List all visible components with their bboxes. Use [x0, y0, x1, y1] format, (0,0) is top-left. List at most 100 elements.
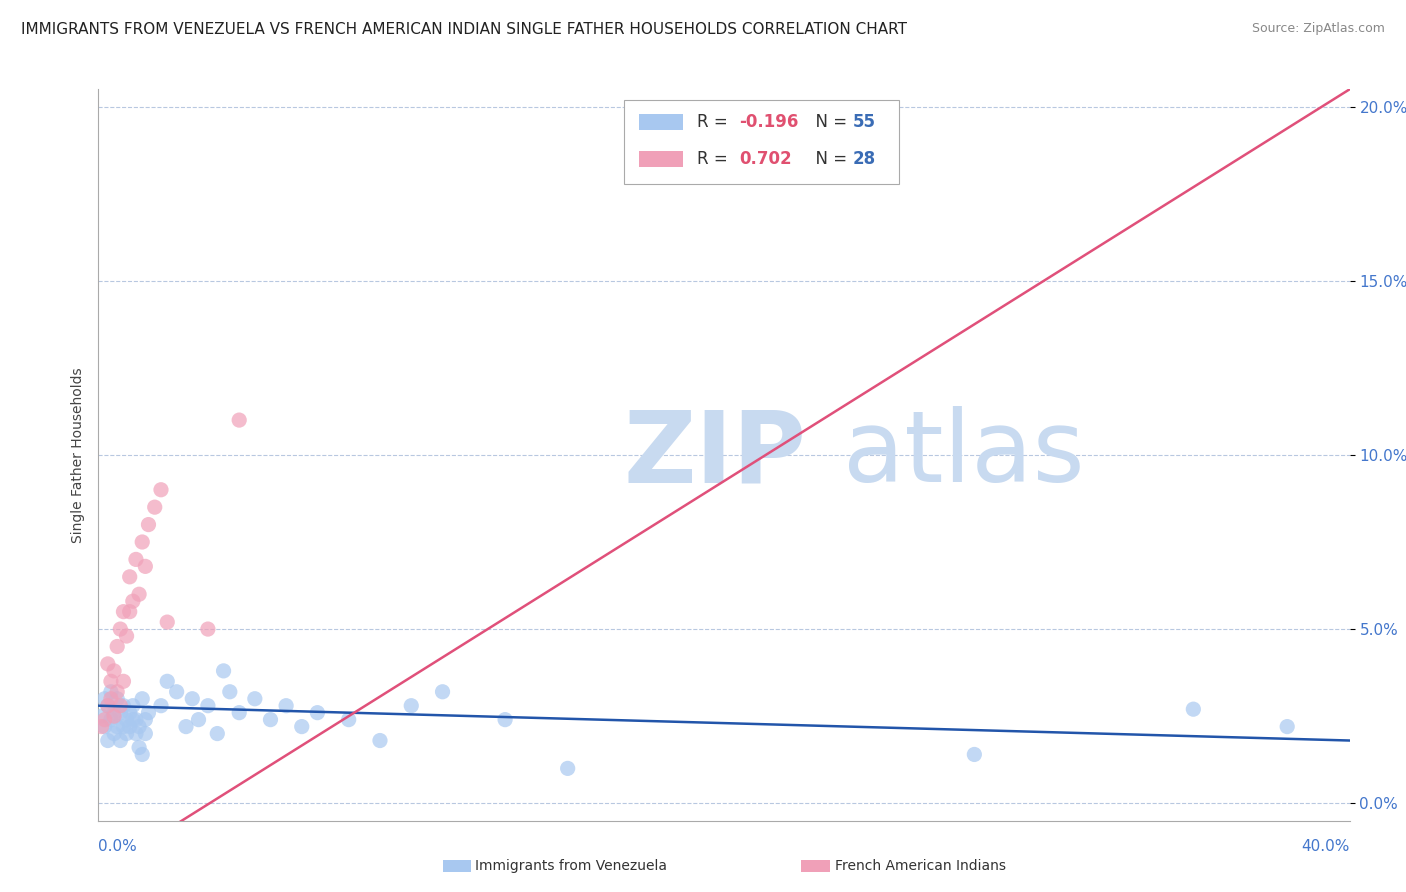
Point	[97, 698, 120, 713]
FancyBboxPatch shape	[638, 151, 683, 167]
Text: 0.0%: 0.0%	[98, 838, 138, 854]
Point	[963, 747, 986, 762]
Point	[181, 691, 204, 706]
Point	[128, 740, 150, 755]
Point	[291, 720, 314, 734]
Point	[228, 706, 250, 720]
Point	[112, 674, 135, 689]
Point	[97, 698, 120, 713]
Point	[103, 664, 125, 678]
Point	[100, 691, 122, 706]
Point	[118, 720, 141, 734]
Point	[197, 698, 219, 713]
Point	[218, 685, 240, 699]
Point	[97, 733, 120, 747]
Text: 40.0%: 40.0%	[1302, 838, 1350, 854]
Point	[143, 500, 166, 515]
Point	[110, 622, 132, 636]
Text: -0.196: -0.196	[740, 113, 799, 131]
Point	[112, 698, 135, 713]
Point	[1182, 702, 1205, 716]
Point	[307, 706, 329, 720]
Point	[90, 720, 112, 734]
Point	[97, 657, 120, 671]
Point	[100, 674, 122, 689]
Point	[150, 698, 173, 713]
Text: atlas: atlas	[844, 407, 1084, 503]
Text: R =: R =	[696, 150, 733, 168]
Point	[1277, 720, 1299, 734]
Point	[212, 664, 235, 678]
Point	[103, 709, 125, 723]
Point	[128, 720, 150, 734]
Text: Immigrants from Venezuela: Immigrants from Venezuela	[475, 859, 668, 873]
Point	[112, 720, 135, 734]
Point	[100, 685, 122, 699]
Text: 55: 55	[853, 113, 876, 131]
Point	[118, 570, 141, 584]
Point	[432, 685, 454, 699]
Point	[274, 698, 298, 713]
Point	[131, 535, 153, 549]
Text: N =: N =	[806, 113, 853, 131]
Point	[125, 552, 148, 566]
Point	[121, 713, 143, 727]
Point	[156, 615, 179, 629]
Point	[368, 733, 391, 747]
Point	[228, 413, 250, 427]
Point	[110, 706, 132, 720]
Point	[131, 691, 153, 706]
Point	[90, 709, 112, 723]
Point	[93, 720, 115, 734]
Point	[197, 622, 219, 636]
Point	[131, 747, 153, 762]
Point	[118, 706, 141, 720]
Point	[105, 685, 128, 699]
Point	[150, 483, 173, 497]
Point	[134, 726, 156, 740]
Point	[105, 640, 128, 654]
Point	[138, 517, 160, 532]
Point	[187, 713, 209, 727]
Y-axis label: Single Father Households: Single Father Households	[70, 368, 84, 542]
Point	[110, 733, 132, 747]
Point	[105, 720, 128, 734]
Point	[115, 726, 138, 740]
Point	[207, 726, 229, 740]
Point	[138, 706, 160, 720]
Point	[156, 674, 179, 689]
Text: R =: R =	[696, 113, 733, 131]
Point	[110, 698, 132, 713]
Point	[401, 698, 423, 713]
Point	[112, 605, 135, 619]
Point	[118, 605, 141, 619]
FancyBboxPatch shape	[624, 100, 900, 185]
Point	[93, 713, 115, 727]
Point	[134, 559, 156, 574]
Text: ZIP: ZIP	[624, 407, 807, 503]
Point	[128, 587, 150, 601]
Point	[93, 691, 115, 706]
Text: 0.702: 0.702	[740, 150, 792, 168]
Point	[174, 720, 197, 734]
Point	[115, 713, 138, 727]
FancyBboxPatch shape	[638, 114, 683, 130]
Text: French American Indians: French American Indians	[835, 859, 1007, 873]
Point	[134, 713, 156, 727]
Point	[243, 691, 266, 706]
Text: N =: N =	[806, 150, 853, 168]
Point	[105, 691, 128, 706]
Text: 28: 28	[853, 150, 876, 168]
Point	[494, 713, 516, 727]
Point	[166, 685, 188, 699]
Point	[125, 726, 148, 740]
Point	[125, 713, 148, 727]
Point	[115, 629, 138, 643]
Point	[121, 594, 143, 608]
Text: IMMIGRANTS FROM VENEZUELA VS FRENCH AMERICAN INDIAN SINGLE FATHER HOUSEHOLDS COR: IMMIGRANTS FROM VENEZUELA VS FRENCH AMER…	[21, 22, 907, 37]
Point	[100, 713, 122, 727]
Point	[121, 698, 143, 713]
Point	[259, 713, 281, 727]
Point	[103, 706, 125, 720]
Point	[103, 726, 125, 740]
